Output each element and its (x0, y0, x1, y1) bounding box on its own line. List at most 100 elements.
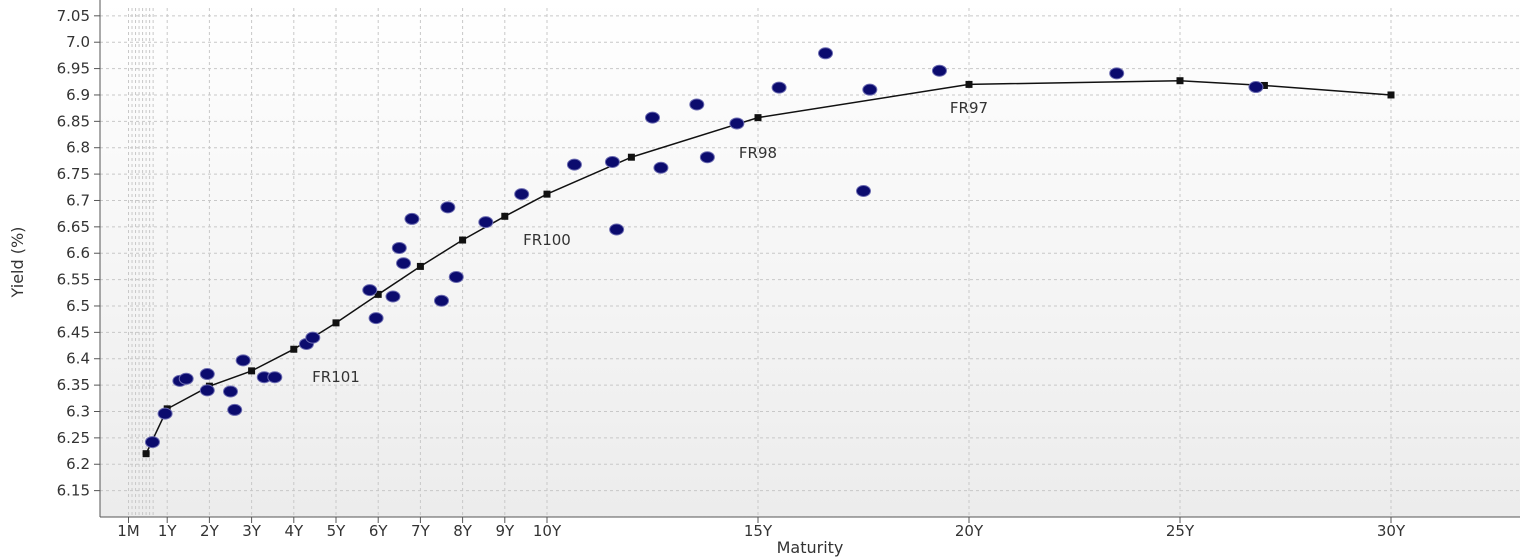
x-tick-label: 15Y (744, 522, 773, 540)
bond-point (144, 436, 160, 449)
bond-point (931, 64, 947, 77)
curve-marker (290, 345, 298, 353)
bond-point (368, 312, 384, 325)
bond-point (653, 161, 669, 174)
annotation-label: FR100 (523, 231, 571, 249)
bond-point (689, 98, 705, 111)
x-tick-label: 10Y (533, 522, 562, 540)
y-tick-label: 7.05 (57, 7, 90, 25)
x-tick-label: 8Y (453, 522, 473, 540)
x-tick-label: 4Y (284, 522, 304, 540)
y-tick-label: 6.95 (57, 60, 90, 78)
y-tick-label: 6.25 (57, 429, 90, 447)
y-tick-label: 6.8 (66, 139, 90, 157)
bond-point (391, 241, 407, 254)
bond-point (1248, 81, 1264, 94)
bond-point (1109, 67, 1125, 80)
x-tick-label: 5Y (327, 522, 347, 540)
curve-marker (332, 319, 340, 327)
bond-point (157, 407, 173, 420)
curve-marker (142, 450, 150, 458)
bond-point (199, 368, 215, 381)
x-tick-label: 1M (117, 522, 140, 540)
y-tick-label: 6.5 (66, 297, 90, 315)
bond-point (856, 184, 871, 197)
curve-marker (1260, 81, 1268, 89)
bond-point (566, 158, 582, 171)
y-tick-label: 6.45 (57, 323, 90, 341)
y-tick-label: 6.85 (57, 112, 90, 130)
bond-point (818, 47, 834, 60)
curve-marker (754, 114, 762, 122)
x-tick-label: 25Y (1166, 522, 1195, 540)
x-axis-title: Maturity (777, 538, 844, 557)
y-tick-label: 6.9 (66, 86, 90, 104)
y-tick-label: 6.4 (66, 350, 90, 368)
bond-point (434, 294, 449, 307)
x-tick-label: 2Y (200, 522, 220, 540)
axes (99, 0, 1520, 518)
curve-marker (501, 212, 509, 220)
plot-area (100, 0, 1520, 517)
y-tick-label: 6.3 (66, 402, 90, 420)
y-tick-label: 6.7 (66, 191, 90, 209)
annotations: FR101 FR100 FR98 FR97 (312, 99, 988, 386)
annotation-label: FR98 (739, 144, 777, 162)
y-tick-label: 6.55 (57, 271, 90, 289)
x-tick-label: 9Y (495, 522, 515, 540)
bond-point (729, 117, 745, 130)
x-tick-label: 3Y (242, 522, 262, 540)
curve-marker (965, 80, 973, 88)
curve-marker (627, 153, 635, 161)
y-tick-label: 6.2 (66, 455, 90, 473)
grid (100, 8, 1520, 517)
bond-point (699, 151, 715, 164)
x-tick-label: 20Y (955, 522, 984, 540)
bond-point (645, 111, 660, 124)
y-tick-label: 6.75 (57, 165, 90, 183)
bond-point (305, 331, 321, 344)
bond-point (862, 83, 878, 96)
curve-marker (459, 236, 467, 244)
bond-point (440, 201, 456, 214)
y-tick-label: 6.35 (57, 376, 90, 394)
bond-point (223, 385, 238, 398)
x-tick-label: 7Y (411, 522, 431, 540)
annotation-label: FR97 (950, 99, 988, 117)
bond-point (609, 223, 625, 236)
bond-point (404, 212, 420, 225)
bond-point (362, 284, 378, 297)
curve-marker (543, 190, 551, 198)
y-tick-labels: 6.15 6.2 6.25 6.3 6.35 6.4 6.45 6.5 6.55 6.6 6.65 6… (57, 7, 100, 500)
curve-marker (248, 367, 256, 375)
bond-point (178, 372, 194, 385)
bond-point (396, 257, 412, 270)
y-tick-label: 6.6 (66, 244, 90, 262)
bond-point (385, 290, 401, 303)
curve-marker (1176, 77, 1184, 85)
bond-point (604, 155, 620, 168)
bond-point (235, 354, 251, 367)
bond-point (227, 403, 243, 416)
bond-point (478, 216, 494, 229)
bond-point (771, 81, 787, 94)
bond-points (144, 47, 1264, 449)
bond-point (267, 371, 283, 384)
bond-point (199, 384, 215, 397)
x-tick-label: 6Y (369, 522, 389, 540)
x-tick-label: 1Y (158, 522, 178, 540)
y-tick-label: 7.0 (66, 33, 90, 51)
bond-point (448, 270, 464, 283)
curve-marker (374, 290, 382, 298)
y-tick-label: 6.65 (57, 218, 90, 236)
curve-marker (416, 262, 424, 270)
bond-point (514, 188, 530, 201)
y-tick-label: 6.15 (57, 482, 90, 500)
x-tick-label: 30Y (1377, 522, 1406, 540)
annotation-label: FR101 (312, 368, 360, 386)
y-axis-title: Yield (%) (8, 227, 27, 299)
x-tick-labels: 1M 1Y 2Y 3Y 4Y 5Y 6Y 7Y 8Y 9Y 10Y 15Y 20Y 25Y 30Y (117, 517, 1406, 540)
curve-marker (1387, 91, 1395, 99)
